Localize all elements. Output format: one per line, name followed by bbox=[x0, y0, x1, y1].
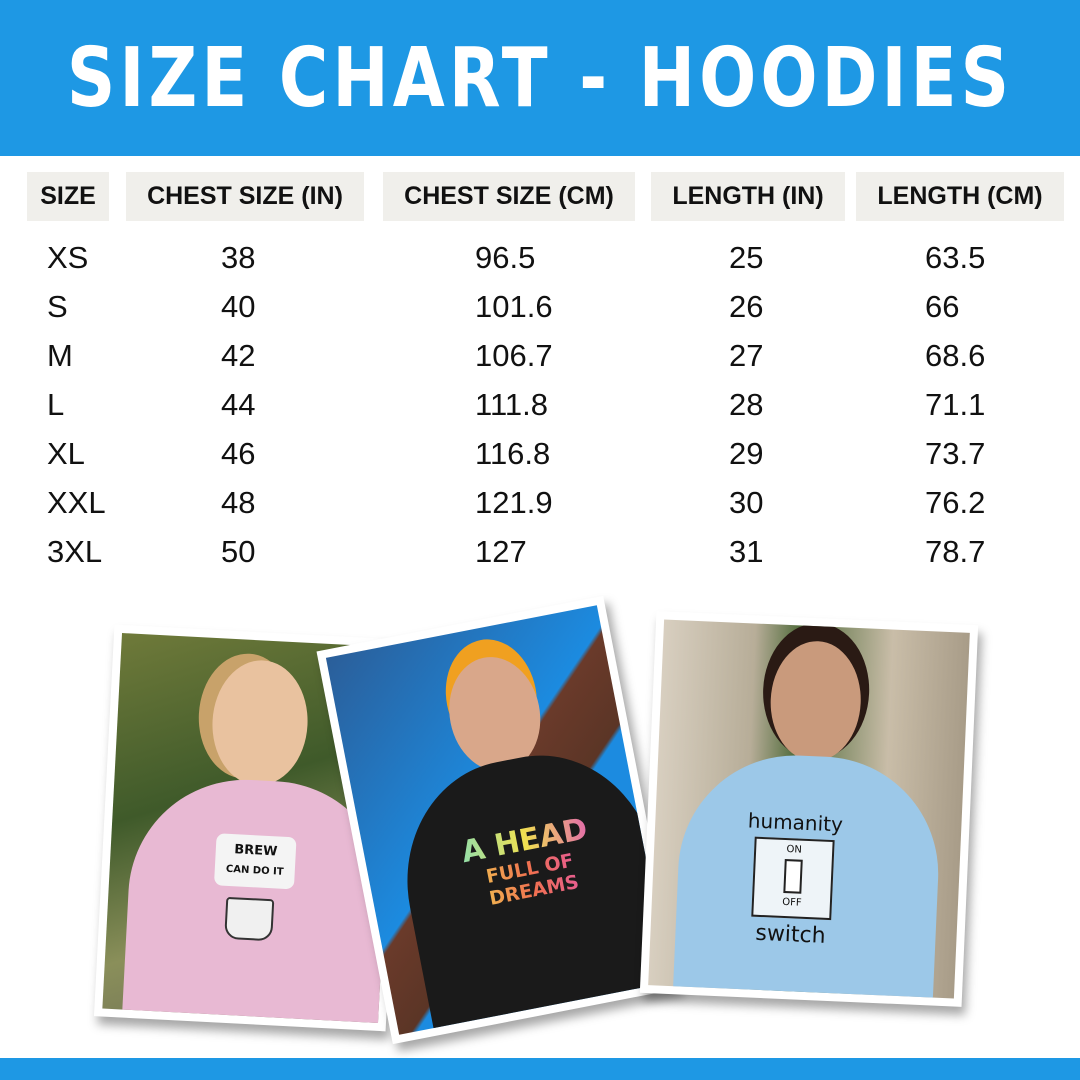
photo-blue-hoodie: humanity ON OFF switch bbox=[639, 611, 979, 1007]
table-cell: XXL bbox=[47, 485, 106, 520]
table-cell: 111.8 bbox=[475, 387, 548, 422]
table-cell: 30 bbox=[729, 485, 764, 520]
header-size: SIZE bbox=[27, 172, 109, 221]
table-cell: 38 bbox=[221, 240, 256, 275]
header-banner: SIZE CHART - HOODIES bbox=[0, 0, 1080, 156]
header-chest-cm: CHEST SIZE (CM) bbox=[383, 172, 635, 221]
table-cell: 127 bbox=[475, 534, 527, 569]
table-cell: 29 bbox=[729, 436, 764, 471]
table-cell: 73.7 bbox=[925, 436, 986, 471]
print-speech-bubble: BREW CAN DO IT bbox=[213, 833, 297, 890]
table-cell: XL bbox=[47, 436, 85, 471]
table-cell: 3XL bbox=[47, 534, 103, 569]
table-cell: 116.8 bbox=[475, 436, 551, 471]
table-cell: 25 bbox=[729, 240, 764, 275]
table-cell: 40 bbox=[221, 289, 256, 324]
table-cell: 78.7 bbox=[925, 534, 986, 569]
print-text: CAN DO IT bbox=[225, 863, 284, 878]
table-cell: 44 bbox=[221, 387, 256, 422]
table-cell: XS bbox=[47, 240, 89, 275]
print-text: ON bbox=[786, 844, 803, 856]
table-cell: 42 bbox=[221, 338, 256, 373]
table-cell: L bbox=[47, 387, 65, 422]
table-cell: 27 bbox=[729, 338, 764, 373]
light-switch-icon: ON OFF bbox=[751, 836, 835, 921]
table-cell: 28 bbox=[729, 387, 764, 422]
table-cell: 68.6 bbox=[925, 338, 986, 373]
header-length-cm: LENGTH (CM) bbox=[856, 172, 1064, 221]
table-cell: 63.5 bbox=[925, 240, 986, 275]
footer-bar bbox=[0, 1058, 1080, 1080]
print-text: OFF bbox=[781, 896, 802, 909]
print-text: humanity bbox=[747, 808, 844, 837]
table-cell: 96.5 bbox=[475, 240, 536, 275]
table-cell: 46 bbox=[221, 436, 256, 471]
table-cell: S bbox=[47, 289, 68, 324]
table-cell: M bbox=[47, 338, 73, 373]
print-graphic: humanity ON OFF switch bbox=[725, 808, 861, 951]
page-title: SIZE CHART - HOODIES bbox=[66, 30, 1014, 126]
table-cell: 76.2 bbox=[925, 485, 986, 520]
table-cell: 48 bbox=[221, 485, 256, 520]
header-chest-in: CHEST SIZE (IN) bbox=[126, 172, 364, 221]
person-head bbox=[768, 639, 864, 764]
table-cell: 106.7 bbox=[475, 338, 553, 373]
coffee-cup-icon bbox=[224, 896, 275, 942]
table-cell: 31 bbox=[729, 534, 764, 569]
table-cell: 50 bbox=[221, 534, 256, 569]
table-cell: 66 bbox=[925, 289, 960, 324]
table-cell: 71.1 bbox=[925, 387, 986, 422]
table-cell: 26 bbox=[729, 289, 764, 324]
table-cell: 101.6 bbox=[475, 289, 553, 324]
person-head bbox=[209, 657, 311, 788]
header-length-in: LENGTH (IN) bbox=[651, 172, 845, 221]
table-cell: 121.9 bbox=[475, 485, 553, 520]
